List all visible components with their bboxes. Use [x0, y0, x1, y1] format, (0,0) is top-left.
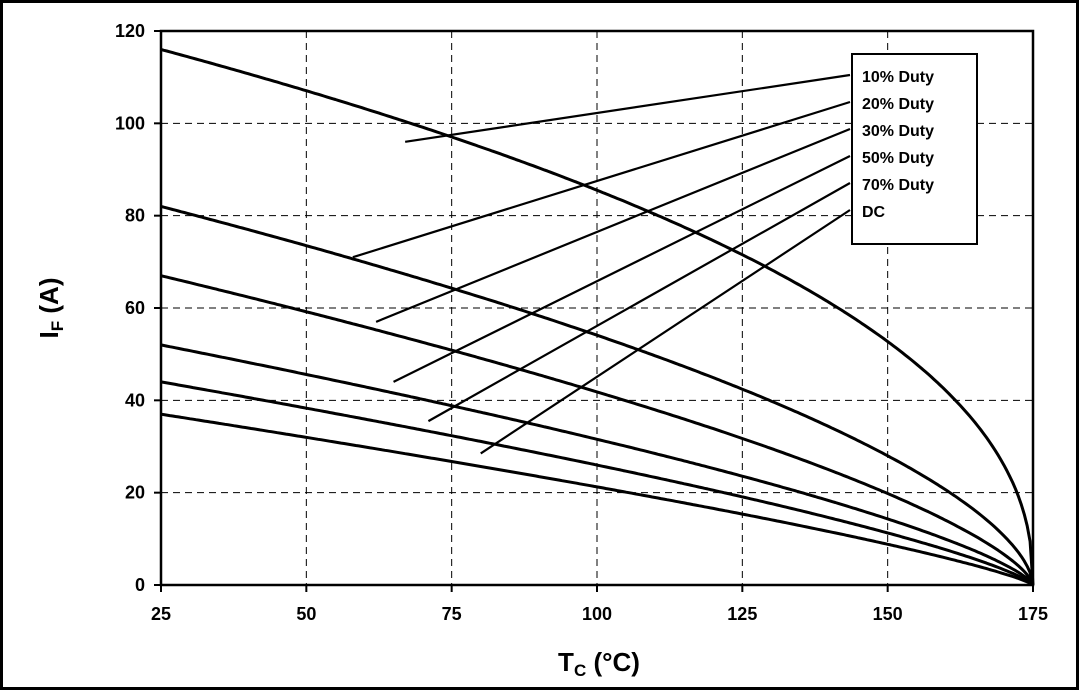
y-tick-label: 60: [125, 298, 145, 318]
x-axis-title-main: T: [558, 647, 574, 677]
x-tick-label: 175: [1018, 604, 1048, 624]
y-axis-title: IF (A): [34, 278, 67, 339]
series-lines: [160, 48, 1035, 587]
axis-ticks: 25 50 75 100 125 150 175 0 20 40 60 80 100 120: [115, 21, 1048, 624]
x-axis-title: TC (°C): [558, 647, 640, 680]
legend-entry-0: 10% Duty: [862, 69, 934, 86]
legend-callout-4: [427, 182, 851, 423]
x-tick-label: 125: [727, 604, 757, 624]
series-line-1: [160, 204, 1035, 586]
legend-callout-0: [404, 73, 851, 143]
legend-entry-4: 70% Duty: [862, 177, 934, 194]
legend-box: [851, 53, 978, 245]
y-tick-label: 20: [125, 483, 145, 503]
series-line-4: [160, 380, 1035, 587]
series-line-2: [160, 274, 1035, 586]
chart-svg: 25 50 75 100 125 150 175 0 20 40 60 80 100 120 10% Du…: [34, 21, 1048, 680]
x-tick-label: 50: [296, 604, 316, 624]
x-tick-label: 25: [151, 604, 171, 624]
legend-callout-3: [393, 155, 851, 383]
x-tick-label: 100: [582, 604, 612, 624]
y-tick-label: 100: [115, 113, 145, 133]
x-tick-label: 75: [442, 604, 462, 624]
series-line-5: [160, 412, 1034, 587]
legend-callout-lines: [352, 73, 851, 455]
legend-entry-1: 20% Duty: [862, 96, 934, 113]
legend-entry-3: 50% Duty: [862, 150, 934, 167]
legend-callout-5: [480, 209, 851, 455]
y-axis-title-main: I: [34, 331, 64, 338]
legend-entry-5: DC: [862, 204, 886, 221]
legend: 10% Duty 20% Duty 30% Duty 50% Duty 70% Duty…: [851, 53, 978, 245]
y-tick-label: 80: [125, 206, 145, 226]
series-line-3: [160, 343, 1035, 586]
y-tick-label: 40: [125, 390, 145, 410]
legend-callout-2: [375, 127, 851, 323]
y-axis-title-suffix: (A): [34, 278, 64, 321]
legend-callout-1: [352, 100, 851, 259]
y-tick-label: 120: [115, 21, 145, 41]
x-tick-label: 150: [873, 604, 903, 624]
y-axis-title-subscript: F: [48, 321, 67, 331]
y-tick-label: 0: [135, 575, 145, 595]
x-axis-title-subscript: C: [574, 661, 586, 680]
x-axis-title-suffix: (°C): [586, 647, 640, 677]
legend-entry-2: 30% Duty: [862, 123, 934, 140]
series-line-0: [160, 48, 1035, 586]
